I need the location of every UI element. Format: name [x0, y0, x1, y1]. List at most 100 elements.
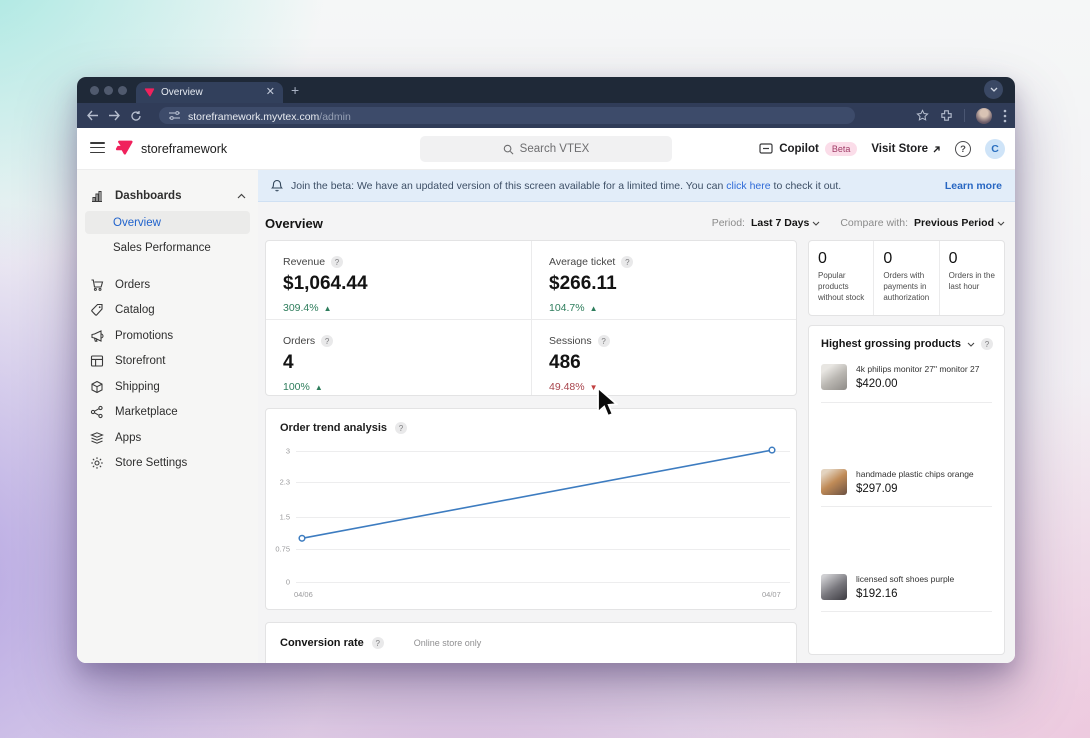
period-select[interactable]: Last 7 Days — [751, 217, 820, 229]
menu-icon[interactable] — [90, 142, 105, 154]
back-button[interactable] — [81, 110, 103, 121]
product-row[interactable]: 4k philips monitor 27" monitor 27 $420.0… — [821, 364, 994, 390]
external-link-icon — [933, 145, 940, 152]
metric-label: Sessions — [549, 335, 592, 347]
data-point[interactable] — [768, 446, 776, 454]
url-host: storeframework.myvtex.com — [188, 110, 320, 123]
stat-orders-authorization: 0 Orders with payments in authorization — [874, 241, 940, 315]
banner-text: Join the beta: We have an updated versio… — [291, 180, 937, 192]
sidebar-item-label: Storefront — [115, 355, 166, 368]
sidebar-spacer — [77, 259, 258, 272]
metric-delta: 49.48% — [549, 381, 585, 393]
help-badge-icon[interactable]: ? — [331, 256, 344, 268]
chevron-down-icon — [990, 87, 997, 92]
learn-more-link[interactable]: Learn more — [944, 179, 1002, 192]
stat-orders-last-hour: 0 Orders in the last hour — [940, 241, 1004, 315]
gear-icon — [89, 455, 105, 471]
chart-ytick: 0.75 — [275, 544, 290, 554]
stat-value: 0 — [948, 250, 958, 267]
traffic-light-zoom[interactable] — [118, 86, 127, 95]
vtex-logo[interactable] — [115, 139, 135, 157]
search-input[interactable]: Search VTEX — [420, 136, 672, 162]
sidebar-item-store-settings[interactable]: Store Settings — [77, 451, 258, 477]
chevron-down-icon[interactable] — [967, 342, 975, 347]
traffic-light-close[interactable] — [90, 86, 99, 95]
bookmark-star-icon[interactable] — [916, 109, 929, 122]
vtex-favicon — [144, 88, 155, 97]
metric-delta: 104.7% — [549, 302, 585, 314]
reload-button[interactable] — [125, 110, 147, 122]
browser-menu-icon[interactable] — [1003, 109, 1007, 123]
grossing-title: Highest grossing products — [821, 338, 961, 350]
sidebar-item-apps[interactable]: Apps — [77, 425, 258, 451]
page-title: Overview — [265, 215, 323, 231]
tag-icon — [89, 302, 105, 318]
browser-tab-overview[interactable]: Overview ✕ — [136, 82, 283, 103]
chevron-down-icon — [812, 221, 820, 226]
new-tab-button[interactable]: + — [291, 82, 300, 98]
banner-text-after: to check it out. — [770, 179, 842, 192]
data-point[interactable] — [298, 534, 306, 542]
help-icon[interactable]: ? — [955, 141, 971, 157]
site-info-icon[interactable] — [169, 111, 180, 120]
copilot-button[interactable]: Copilot Beta — [759, 142, 858, 156]
traffic-light-minimize[interactable] — [104, 86, 113, 95]
sidebar-section-dashboards[interactable]: Dashboards — [77, 183, 258, 209]
stat-value: 0 — [883, 250, 893, 267]
help-badge-icon[interactable]: ? — [371, 637, 384, 649]
compare-select[interactable]: Previous Period — [914, 217, 1005, 229]
admin-topbar: storeframework Search VTEX Copilot Beta … — [77, 128, 1015, 170]
url-bar[interactable]: storeframework.myvtex.com/admin — [159, 107, 855, 124]
sidebar-item-marketplace[interactable]: Marketplace — [77, 400, 258, 426]
product-thumbnail — [821, 574, 847, 600]
stat-label: Orders with payments in authorization — [883, 271, 930, 302]
divider — [531, 241, 532, 395]
bar-chart-icon — [89, 188, 105, 204]
beta-banner: Join the beta: We have an updated versio… — [258, 170, 1015, 202]
extensions-icon[interactable] — [940, 109, 953, 122]
sidebar-item-promotions[interactable]: Promotions — [77, 323, 258, 349]
help-badge-icon[interactable]: ? — [597, 335, 610, 347]
conversion-title: Conversion rate — [280, 637, 364, 649]
product-row[interactable]: licensed soft shoes purple $192.16 — [821, 574, 994, 600]
help-badge-icon[interactable]: ? — [321, 335, 334, 347]
visit-store-button[interactable]: Visit Store — [871, 143, 941, 155]
chart-xtick: 04/07 — [762, 590, 781, 599]
product-name: 4k philips monitor 27" monitor 27 — [856, 364, 980, 374]
sidebar-item-shipping[interactable]: Shipping — [77, 374, 258, 400]
chart-ytick: 2.3 — [279, 477, 290, 487]
period-value: Last 7 Days — [750, 217, 810, 229]
package-icon — [89, 379, 105, 395]
mouse-cursor — [592, 386, 618, 418]
divider — [821, 506, 992, 507]
sidebar-item-catalog[interactable]: Catalog — [77, 298, 258, 324]
help-badge-icon[interactable]: ? — [395, 422, 407, 434]
tab-close-icon[interactable]: ✕ — [265, 86, 275, 98]
product-price: $192.16 — [856, 587, 898, 600]
help-badge-icon[interactable]: ? — [621, 256, 634, 268]
sidebar-item-sales-performance[interactable]: Sales Performance — [77, 236, 258, 259]
sidebar-item-storefront[interactable]: Storefront — [77, 349, 258, 375]
metric-value: $266.11 — [549, 273, 617, 294]
browser-profile-avatar[interactable] — [976, 107, 992, 124]
copilot-label: Copilot — [779, 143, 819, 155]
product-row[interactable]: handmade plastic chips orange $297.09 — [821, 469, 994, 495]
sidebar-item-label: Shipping — [115, 380, 160, 393]
tab-search-button[interactable] — [984, 80, 1003, 99]
compare-value: Previous Period — [914, 217, 994, 229]
conversion-card: Conversion rate ? Online store only — [265, 622, 797, 663]
sidebar-item-label: Marketplace — [115, 406, 178, 419]
metric-revenue: Revenue? $1,064.44 309.4% ▲ — [266, 241, 531, 319]
help-badge-icon[interactable]: ? — [980, 338, 993, 350]
metric-sessions: Sessions? 486 49.48% ▼ — [532, 320, 797, 398]
divider — [821, 611, 992, 612]
forward-button[interactable] — [103, 110, 125, 121]
metrics-card: Revenue? $1,064.44 309.4% ▲ Average ticke… — [265, 240, 797, 396]
sidebar-item-orders[interactable]: Orders — [77, 272, 258, 298]
banner-click-here-link[interactable]: click here — [726, 179, 771, 192]
search-placeholder: Search VTEX — [519, 143, 590, 155]
network-icon — [89, 404, 105, 420]
metric-value: 4 — [283, 352, 294, 373]
user-avatar[interactable]: C — [985, 139, 1005, 159]
sidebar-item-overview[interactable]: Overview — [85, 211, 250, 234]
